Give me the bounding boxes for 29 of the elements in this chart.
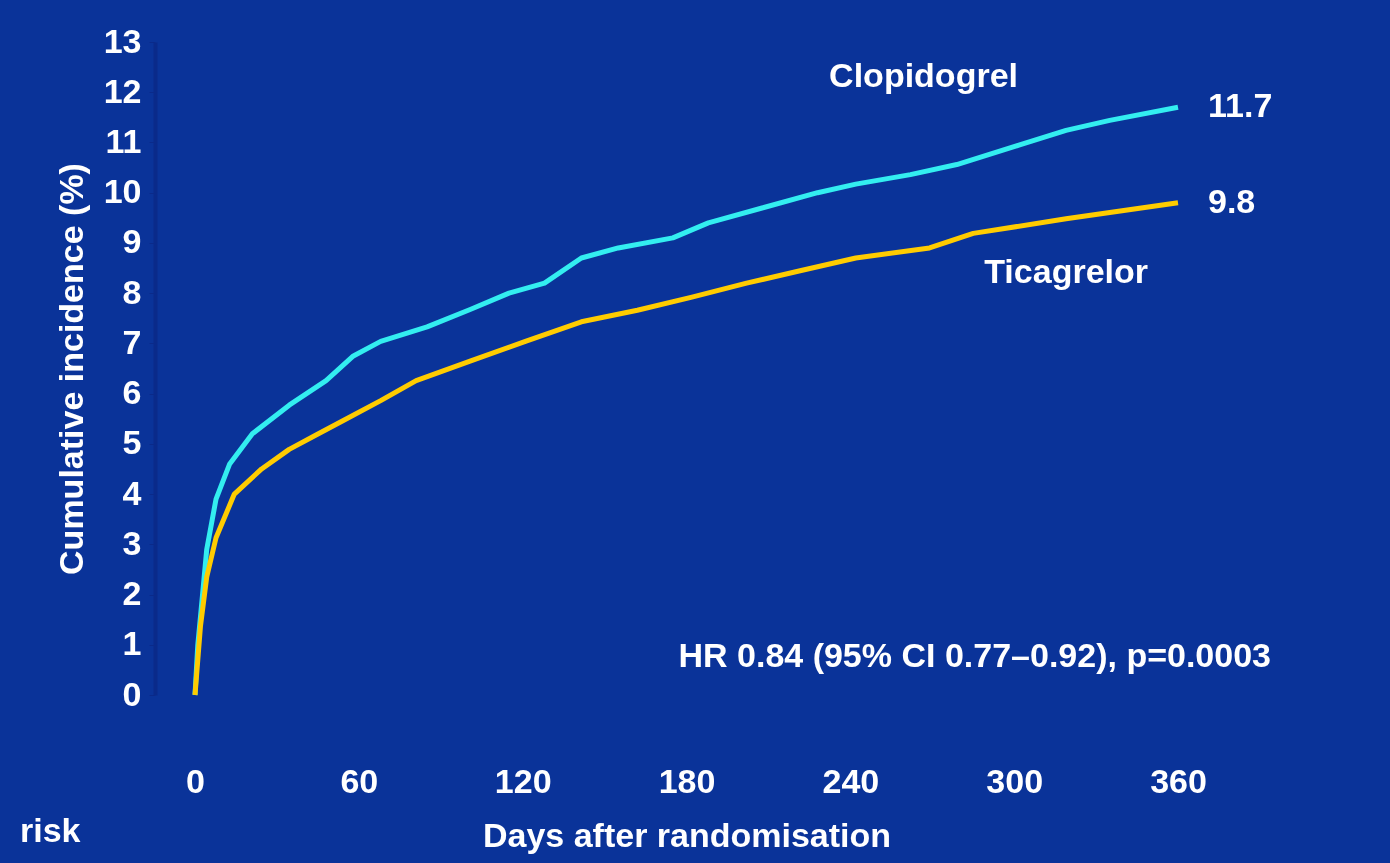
y-tick-label: 8	[122, 272, 142, 311]
y-tick-label: 7	[122, 322, 142, 361]
x-tick-label: 360	[1150, 761, 1207, 800]
y-tick-label: 3	[122, 523, 142, 562]
text: risk	[20, 811, 81, 849]
y-tick-label: 0	[122, 674, 142, 713]
x-tick-label: 0	[186, 761, 205, 800]
annotation: HR 0.84 (95% CI 0.77–0.92), p=0.0003	[678, 636, 1271, 674]
x-axis-title: Days after randomisation	[482, 815, 892, 854]
x-tick-label: 240	[822, 761, 880, 800]
y-tick-label: 9	[122, 222, 142, 261]
data-label: 11.7	[1208, 86, 1273, 125]
y-tick-label: 12	[103, 71, 142, 110]
y-tick-label: 1	[122, 624, 142, 663]
y-tick-label: 5	[122, 423, 142, 462]
y-tick-label: 4	[122, 473, 142, 512]
y-tick-label: 2	[122, 574, 142, 613]
x-tick-label: 300	[986, 761, 1044, 800]
x-tick-label: 180	[658, 761, 716, 800]
y-axis-title: Cumulative incidence (%)	[51, 163, 90, 575]
x-tick-label: 60	[340, 761, 379, 800]
y-tick-label: 13	[103, 21, 142, 60]
x-tick-label: 120	[494, 761, 552, 800]
series-label: Ticagrelor	[984, 251, 1148, 290]
series-label: Clopidogrel	[829, 56, 1018, 95]
y-tick-label: 6	[122, 373, 142, 412]
data-label: 9.8	[1208, 181, 1256, 220]
y-tick-label: 11	[105, 121, 142, 160]
y-tick-label: 10	[103, 172, 142, 211]
